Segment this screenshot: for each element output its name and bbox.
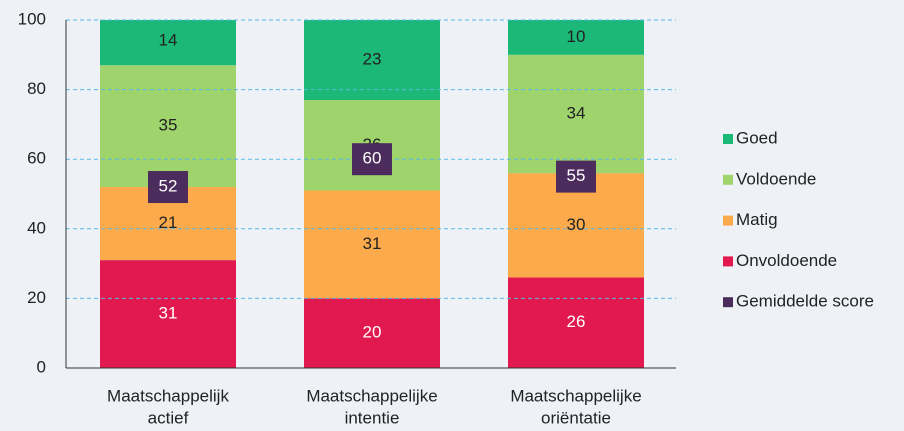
- data-label: 14: [159, 30, 178, 49]
- legend-label: Matig: [736, 210, 778, 229]
- average-marker: [148, 171, 188, 204]
- bar-segment: [100, 260, 236, 368]
- data-label: 20: [363, 323, 382, 342]
- legend-swatch: [723, 134, 733, 144]
- data-label: 10: [567, 27, 586, 46]
- legend-swatch: [723, 174, 733, 185]
- data-label: 31: [159, 304, 178, 323]
- bar-segment: [100, 65, 236, 188]
- bar-segment: [304, 190, 440, 299]
- legend-label: Gemiddelde score: [736, 292, 874, 311]
- data-label: 30: [567, 215, 586, 234]
- x-tick-label: actief: [148, 408, 189, 427]
- x-tick-label: Maatschappelijk: [107, 386, 229, 405]
- bar-segment: [100, 20, 236, 66]
- y-tick-label: 60: [27, 149, 46, 168]
- y-tick-label: 40: [27, 218, 46, 237]
- average-label: 60: [363, 149, 382, 168]
- average-label: 55: [567, 166, 586, 185]
- average-marker: [556, 160, 596, 193]
- legend-label: Onvoldoende: [736, 251, 837, 270]
- bar-segment: [508, 277, 644, 368]
- legend-swatch: [723, 256, 733, 267]
- bar-segment: [304, 20, 440, 101]
- data-label: 31: [363, 234, 382, 253]
- data-label: 23: [363, 50, 382, 69]
- bar-segment: [304, 298, 440, 368]
- bar-segment: [508, 54, 644, 174]
- legend-label: Goed: [736, 128, 778, 147]
- bar-segment: [508, 20, 644, 55]
- average-label: 52: [159, 177, 178, 196]
- legend-swatch: [723, 297, 733, 308]
- data-label: 34: [567, 103, 586, 122]
- x-tick-label: oriëntatie: [541, 408, 611, 427]
- average-marker: [352, 143, 392, 176]
- y-tick-label: 80: [27, 79, 46, 98]
- plot-area: [100, 20, 644, 368]
- y-tick-label: 100: [18, 9, 46, 28]
- data-label: 35: [159, 116, 178, 135]
- legend-label: Voldoende: [736, 169, 816, 188]
- x-tick-label: intentie: [345, 408, 400, 427]
- legend-swatch: [723, 215, 733, 226]
- data-label: 21: [159, 213, 178, 232]
- y-tick-label: 0: [37, 357, 46, 376]
- x-tick-label: Maatschappelijke: [306, 386, 437, 405]
- x-tick-label: Maatschappelijke: [510, 386, 641, 405]
- data-label: 26: [567, 312, 586, 331]
- y-tick-label: 20: [27, 288, 46, 307]
